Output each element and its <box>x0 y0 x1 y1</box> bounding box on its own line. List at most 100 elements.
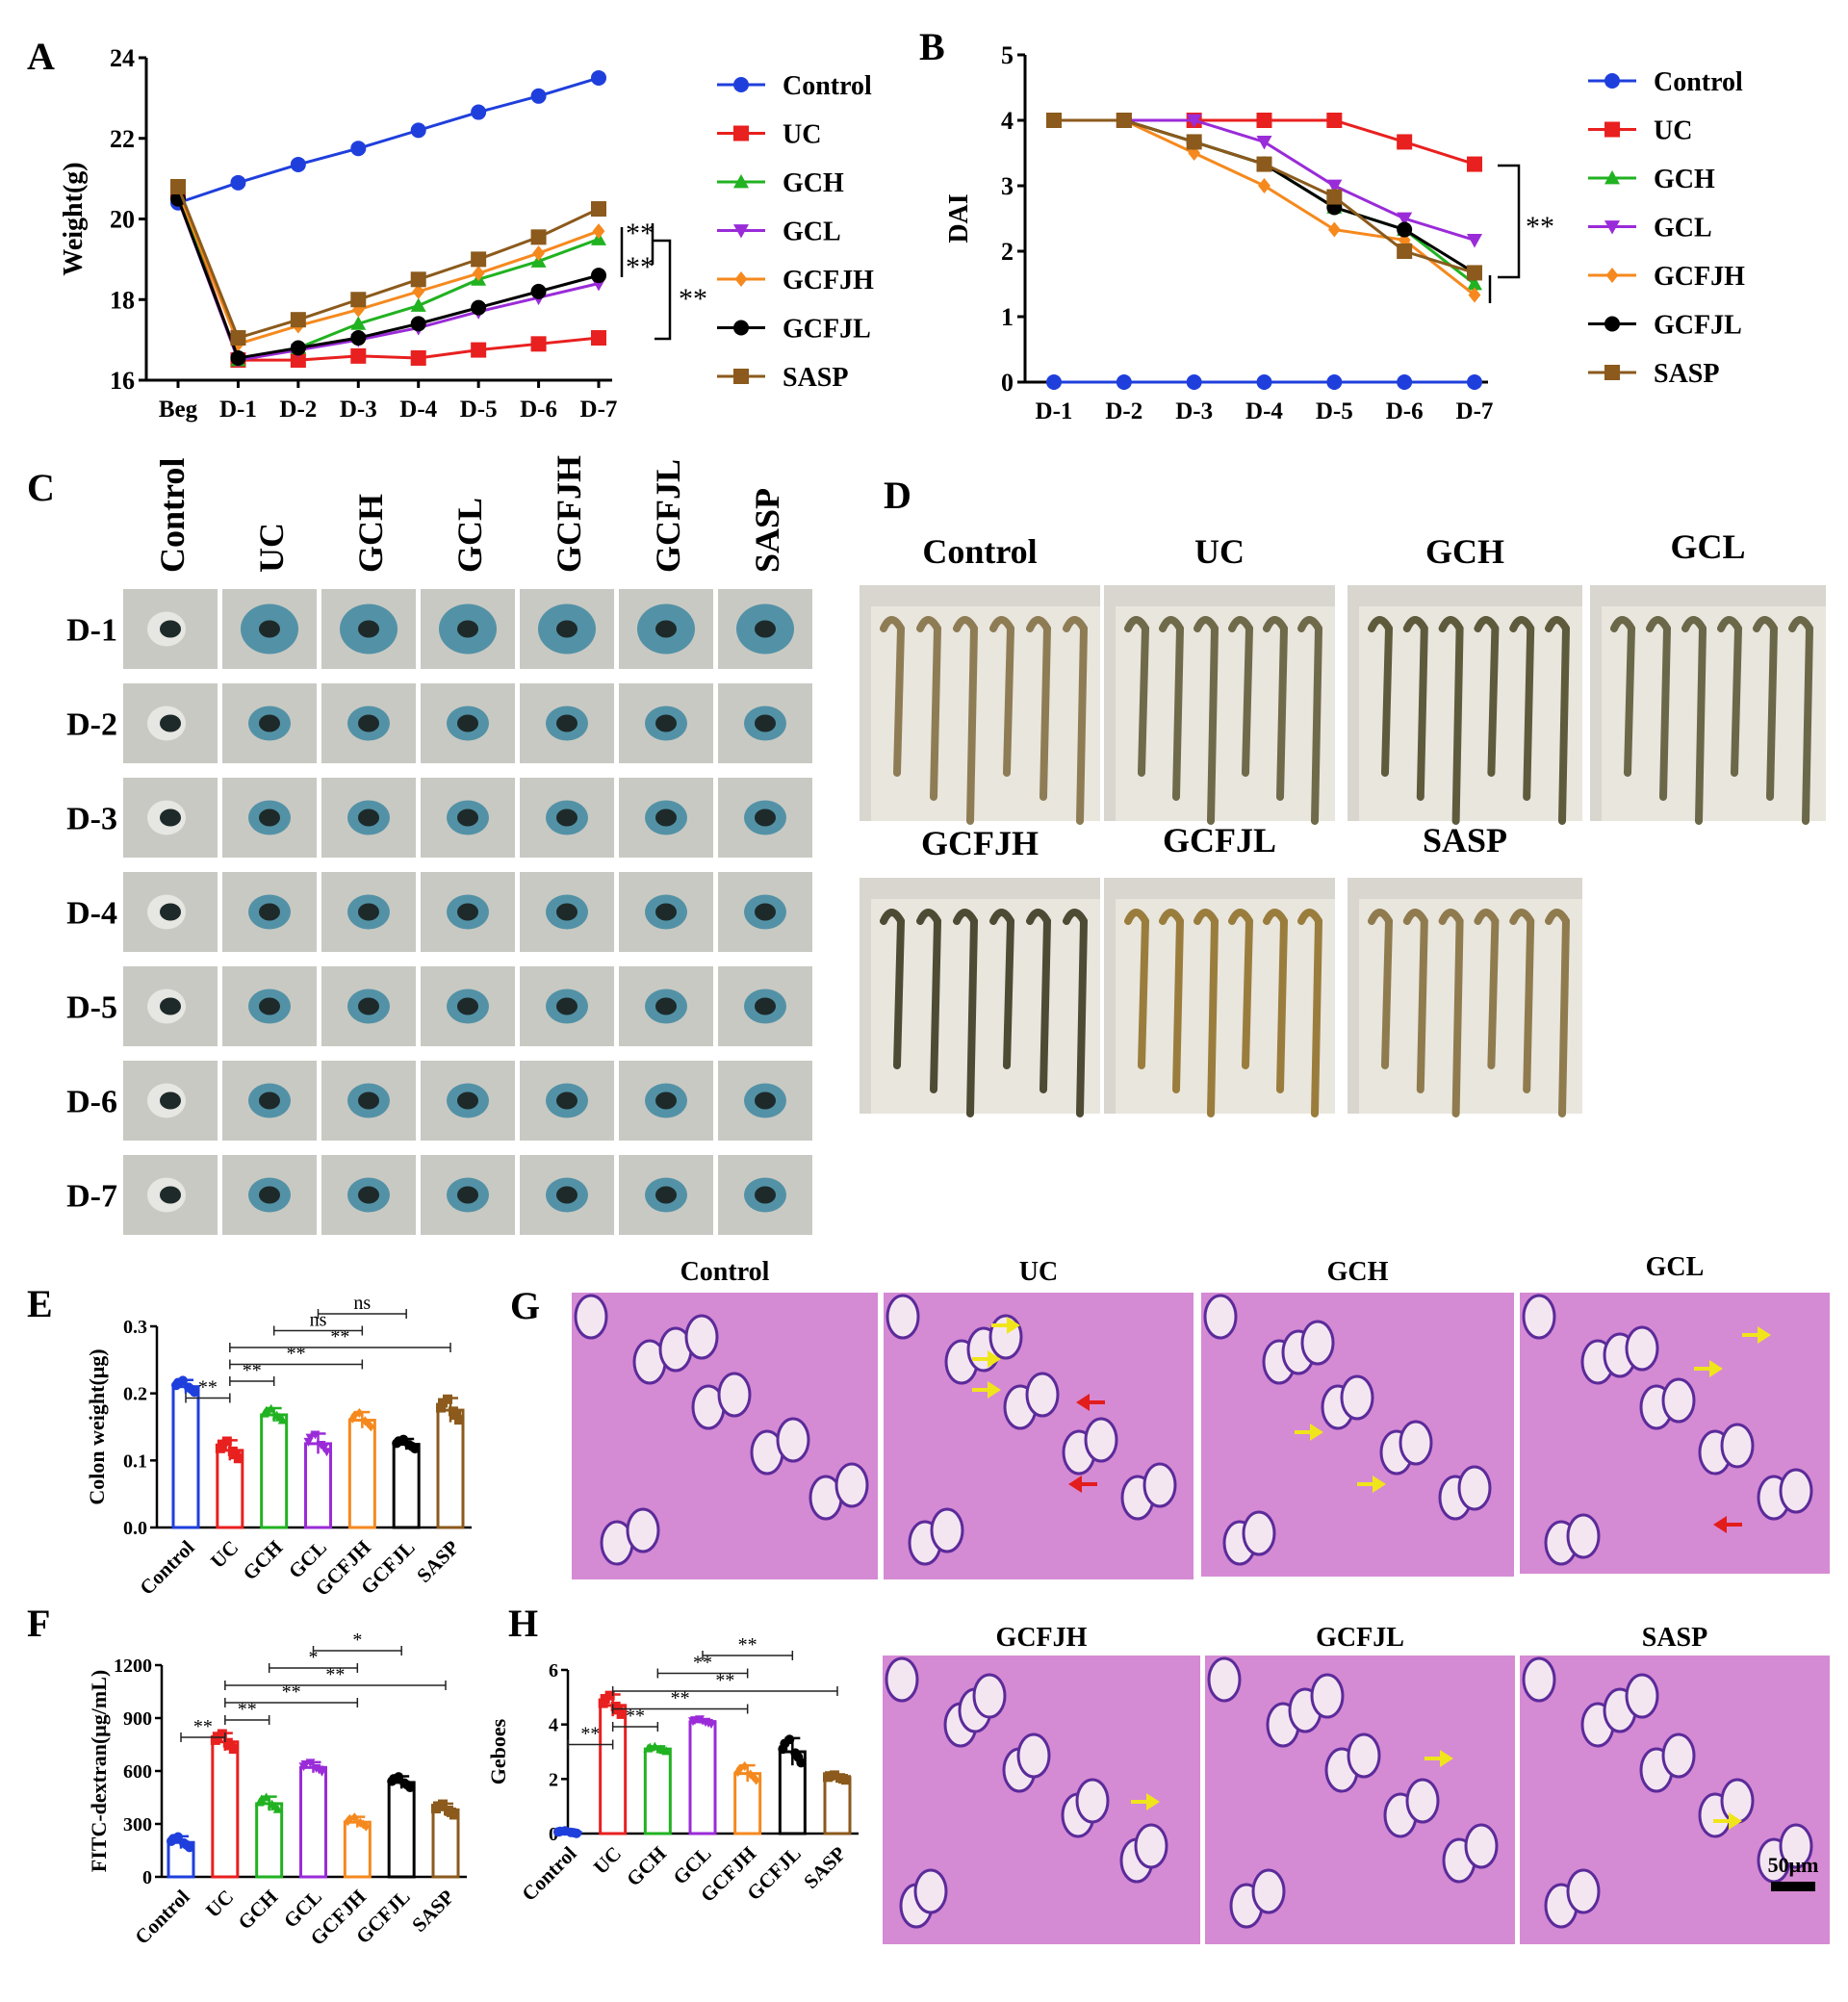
panel-letter-c: C <box>27 466 55 509</box>
colon-specimen <box>1402 616 1428 801</box>
data-point-uc <box>471 342 487 358</box>
data-point-sasp <box>454 1415 464 1425</box>
colon-specimen <box>1438 909 1464 1117</box>
stool-pellet <box>755 620 776 638</box>
x-tick-label: D-5 <box>460 397 498 423</box>
goblet-cell <box>834 1462 869 1508</box>
stool-pellet <box>259 903 280 921</box>
goblet-cell <box>1084 1417 1118 1463</box>
legend-marker-gcfjh <box>1605 268 1619 283</box>
goblet-cell <box>1522 1294 1556 1340</box>
legend-marker-uc <box>733 125 749 141</box>
data-point-gcfjh <box>362 1821 371 1832</box>
stool-pellet <box>160 903 181 921</box>
panel-letter-a: A <box>27 35 55 78</box>
colon-specimen <box>1509 909 1535 1093</box>
goblet-cell <box>1134 1823 1168 1869</box>
data-point-gch <box>267 1799 277 1809</box>
histology-label-gcl: GCL <box>1646 1252 1705 1282</box>
x-tick-label: D-3 <box>340 397 377 423</box>
data-point-gcl <box>298 1762 309 1772</box>
data-point-gcfjh <box>472 266 485 282</box>
stool-pellet <box>655 903 677 921</box>
goblet-cell <box>1251 1868 1286 1914</box>
x-tick-label: D-6 <box>520 397 557 423</box>
y-tick-label: 900 <box>123 1708 152 1730</box>
significance-label: ** <box>238 1699 257 1720</box>
data-point-control <box>230 174 246 191</box>
legend-marker-sasp <box>1604 365 1620 380</box>
data-point-control <box>350 141 367 157</box>
histology-arrow <box>1713 1516 1742 1533</box>
histology-label-uc: UC <box>1019 1257 1058 1287</box>
x-tick-label: SASP <box>799 1841 850 1892</box>
y-tick-label: 16 <box>110 367 135 395</box>
panel-a-weight-chart: A 16 18 20 22 24 Beg D-1 D-2 D-3 D-4 D-5 D-6 D-7 Weig… <box>27 35 874 423</box>
goblet-cell <box>1720 1423 1755 1469</box>
stool-pellet <box>655 714 677 732</box>
data-point-control <box>167 1835 176 1846</box>
x-tick-label: D-4 <box>399 397 437 423</box>
colon-specimen <box>1438 616 1464 825</box>
goblet-cell <box>1300 1320 1335 1366</box>
series-line-sasp <box>176 186 600 340</box>
colon-specimen <box>989 909 1015 1069</box>
stool-pellet <box>160 1091 181 1110</box>
legend-marker-gcfjl <box>733 320 749 336</box>
histology-arrow <box>1424 1750 1453 1767</box>
data-point-sasp <box>1186 134 1202 150</box>
stool-pellet <box>259 997 280 1015</box>
data-point-sasp <box>841 1775 851 1785</box>
colon-specimen <box>1610 616 1636 777</box>
ruler-left <box>1104 878 1116 1114</box>
data-point-gcfjl <box>350 330 367 346</box>
y-axis-label: Colon weight(μg) <box>85 1348 109 1504</box>
histology-label-control: Control <box>680 1257 770 1287</box>
data-point-gch <box>259 1408 270 1418</box>
photo-label-gch: GCH <box>1425 532 1504 571</box>
data-point-gcl <box>688 1717 698 1727</box>
y-tick-label: 5 <box>1001 41 1014 69</box>
data-point-gch <box>254 1797 265 1807</box>
goblet-cell <box>1661 1377 1696 1424</box>
data-point-gcfjh <box>746 1769 755 1780</box>
data-point-gcl <box>310 1430 321 1440</box>
histology-arrow <box>991 1317 1020 1334</box>
colon-specimen <box>880 909 906 1069</box>
stool-pellet <box>556 620 578 638</box>
data-point-sasp <box>290 312 306 328</box>
stool-pellet <box>457 808 478 827</box>
data-point-sasp <box>1326 189 1343 205</box>
data-point-control <box>591 69 606 86</box>
data-point-uc <box>227 1446 238 1456</box>
goblet-cell <box>1720 1778 1755 1824</box>
colon-specimen <box>1026 616 1052 801</box>
stool-pellet <box>556 808 578 827</box>
data-point-gch <box>410 297 426 312</box>
data-point-sasp <box>444 1805 453 1815</box>
x-tick-label: Control <box>517 1841 580 1905</box>
stool-pellet <box>556 997 578 1015</box>
legend-label-gcfjh: GCFJH <box>1654 262 1745 292</box>
x-tick-label: UC <box>589 1842 626 1879</box>
data-point-sasp <box>431 1804 441 1814</box>
legend-label-sasp: SASP <box>783 363 848 393</box>
data-point-uc <box>1467 156 1482 172</box>
goblet-cell <box>886 1294 920 1340</box>
significance-label: ns <box>310 1310 327 1331</box>
stool-pellet <box>160 997 181 1015</box>
significance-label: ** <box>1526 211 1554 243</box>
series-line-gcfjl <box>176 198 600 360</box>
histology-label-gcfjh: GCFJH <box>996 1623 1088 1653</box>
y-axis-label: Weight(g) <box>59 162 89 275</box>
stool-pellet <box>755 714 776 732</box>
histology-arrow <box>1694 1360 1723 1377</box>
goblet-cell <box>1405 1778 1440 1824</box>
significance-label: ** <box>671 1688 690 1709</box>
colon-specimen <box>953 616 979 825</box>
legend-marker-gcfjh <box>734 271 748 287</box>
y-tick-label: 0 <box>1001 369 1014 397</box>
ruler-left <box>1348 878 1359 1114</box>
x-tick-label: D-5 <box>1316 398 1353 424</box>
